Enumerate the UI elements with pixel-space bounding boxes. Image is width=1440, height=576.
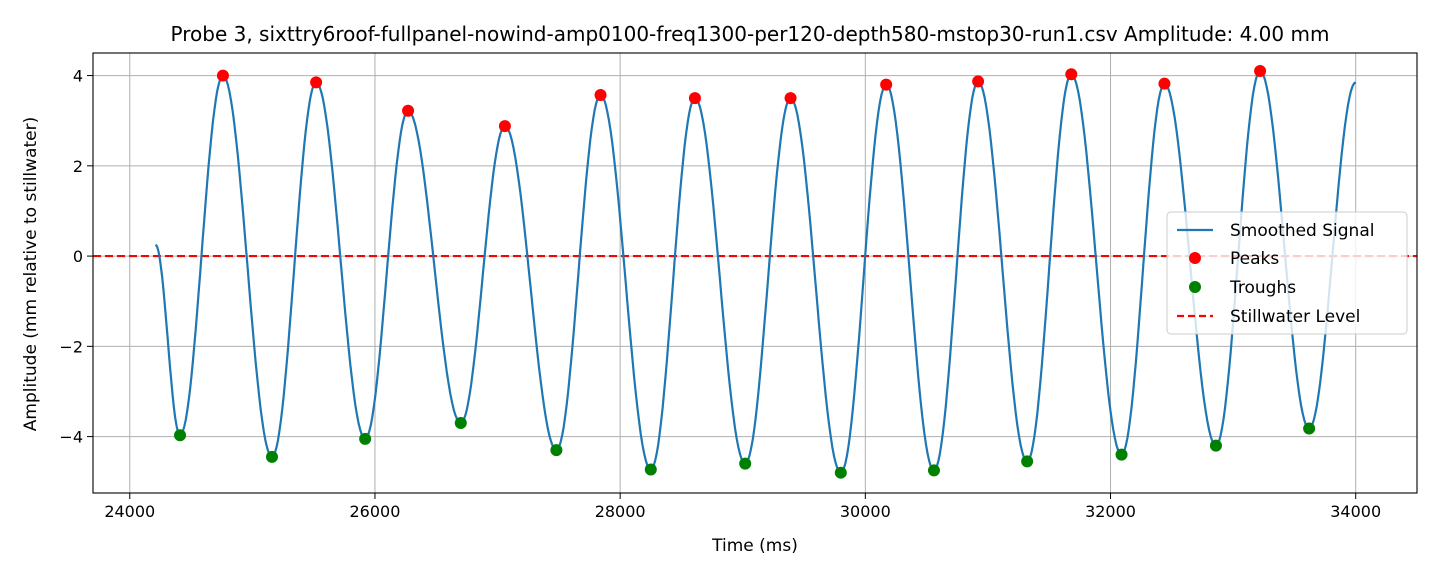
legend-troughs-label: Troughs <box>1229 278 1296 298</box>
peak-marker <box>402 104 415 117</box>
trough-marker <box>644 463 657 476</box>
peak-marker <box>880 78 893 91</box>
y-tick-label: −4 <box>59 428 83 447</box>
trough-marker <box>454 417 467 430</box>
peak-marker <box>594 88 607 101</box>
legend-box <box>1166 211 1408 335</box>
trough-marker <box>550 444 563 457</box>
peak-marker <box>972 75 985 88</box>
legend-peaks-label: Peaks <box>1230 249 1279 269</box>
trough-marker <box>265 450 278 463</box>
x-tick-label: 26000 <box>350 502 401 521</box>
y-tick-label: 2 <box>73 157 83 176</box>
peak-marker <box>1254 65 1267 78</box>
trough-marker <box>1115 448 1128 461</box>
y-tick-label: 0 <box>73 247 83 266</box>
y-tick-label: 4 <box>73 67 83 86</box>
y-tick-label: −2 <box>59 337 83 356</box>
peak-marker <box>784 92 797 105</box>
peak-marker <box>1158 77 1171 90</box>
x-tick-label: 32000 <box>1085 502 1136 521</box>
trough-marker <box>927 464 940 477</box>
peak-trough-markers <box>174 65 1316 479</box>
x-axis-label: Time (ms) <box>711 536 798 556</box>
x-tick-label: 24000 <box>104 502 155 521</box>
legend: Smoothed Signal Peaks Troughs Stillwater… <box>1166 211 1408 335</box>
trough-marker <box>834 466 847 479</box>
legend-peaks-swatch <box>1189 252 1201 264</box>
x-tick-label: 34000 <box>1330 502 1381 521</box>
axis-ticks: 24000 26000 28000 30000 32000 34000 −4 −2 0 2 4 <box>59 67 1381 521</box>
trough-marker <box>174 429 187 442</box>
chart-title: Probe 3, sixttry6roof-fullpanel-nowind-a… <box>171 22 1330 46</box>
peak-marker <box>1065 68 1078 81</box>
trough-marker <box>739 457 752 470</box>
y-axis-label: Amplitude (mm relative to stillwater) <box>21 117 41 431</box>
x-tick-label: 28000 <box>595 502 646 521</box>
legend-troughs-swatch <box>1189 281 1201 293</box>
trough-marker <box>1209 439 1222 452</box>
peak-marker <box>310 76 323 89</box>
legend-signal-label: Smoothed Signal <box>1230 221 1374 241</box>
legend-stillwater-label: Stillwater Level <box>1230 307 1360 327</box>
peak-marker <box>498 120 511 133</box>
plot-frame <box>92 52 1418 494</box>
x-tick-label: 30000 <box>840 502 891 521</box>
trough-marker <box>359 432 372 445</box>
trough-marker <box>1303 422 1316 435</box>
peak-marker <box>216 69 229 82</box>
peak-marker <box>688 92 701 105</box>
trough-marker <box>1021 455 1034 468</box>
